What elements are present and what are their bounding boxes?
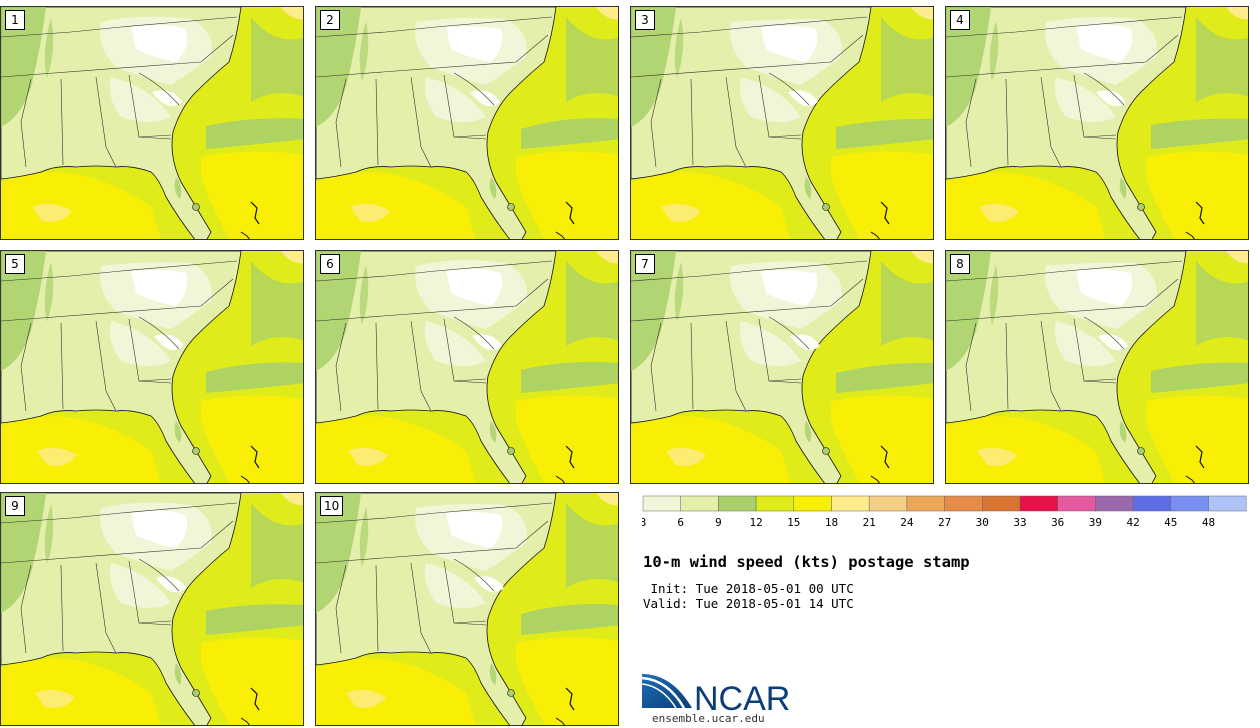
member-panel: 7 [630,250,934,484]
colorbar-label: 30 [976,516,989,529]
member-number: 6 [320,254,340,274]
wind-speed-map [1,251,303,483]
wind-speed-colorbar: 3 6 9 12 15 18 21 24 27 30 33 36 39 42 45 48 [642,495,1247,529]
colorbar-swatch [718,495,757,512]
colorbar-swatch [1132,495,1172,512]
wind-speed-map [631,7,933,239]
colorbar-swatch [680,495,719,512]
colorbar-swatch [944,495,983,512]
ncar-logo: NCAR [642,674,790,714]
colorbar-swatch [1019,495,1058,512]
member-number: 10 [320,496,344,516]
member-number: 9 [5,496,25,516]
colorbar-swatch [906,495,945,512]
wind-speed-map [316,493,618,725]
member-number: 1 [5,10,25,30]
colorbar-swatch [642,495,681,512]
member-number: 8 [950,254,970,274]
colorbar-label: 36 [1051,516,1064,529]
wind-speed-map [631,251,933,483]
member-panel: 6 [315,250,619,484]
wind-speed-map [316,251,618,483]
colorbar-swatch [793,495,832,512]
colorbar-swatch [755,495,795,512]
member-number: 5 [5,254,25,274]
colorbar-label: 33 [1013,516,1026,529]
colorbar-swatch [1170,495,1209,512]
valid-time: Valid: Tue 2018-05-01 14 UTC [643,596,854,611]
site-url: ensemble.ucar.edu [652,712,765,725]
member-panel: 8 [945,250,1249,484]
member-panel: 1 [0,6,304,240]
member-panel: 4 [945,6,1249,240]
wind-speed-map [1,7,303,239]
member-number: 3 [635,10,655,30]
colorbar-label: 12 [749,516,762,529]
colorbar-label: 9 [715,516,722,529]
member-panel: 5 [0,250,304,484]
colorbar-swatch [868,495,908,512]
colorbar-label: 15 [787,516,800,529]
colorbar-label: 42 [1126,516,1139,529]
colorbar-label: 6 [677,516,684,529]
colorbar-label: 3 [642,516,646,529]
member-number: 2 [320,10,340,30]
colorbar-label: 24 [900,516,914,529]
member-number: 7 [635,254,655,274]
colorbar-swatch [1095,495,1134,512]
colorbar-label: 39 [1089,516,1102,529]
wind-speed-map [946,251,1248,483]
colorbar-swatch [982,495,1021,512]
svg-text:NCAR: NCAR [694,680,790,714]
member-number: 4 [950,10,970,30]
chart-title: 10-m wind speed (kts) postage stamp [643,553,970,571]
colorbar-label: 21 [863,516,876,529]
colorbar-swatch [1057,495,1096,512]
colorbar-swatch [1208,495,1247,512]
colorbar-label: 27 [938,516,951,529]
member-panel: 9 [0,492,304,726]
member-panel: 3 [630,6,934,240]
colorbar-label: 45 [1164,516,1177,529]
wind-speed-map [1,493,303,725]
init-time: Init: Tue 2018-05-01 00 UTC [643,581,854,596]
colorbar-swatch [831,495,870,512]
colorbar-label: 18 [825,516,838,529]
colorbar-label: 48 [1202,516,1215,529]
member-panel: 10 [315,492,619,726]
wind-speed-map [316,7,618,239]
member-panel: 2 [315,6,619,240]
wind-speed-map [946,7,1248,239]
